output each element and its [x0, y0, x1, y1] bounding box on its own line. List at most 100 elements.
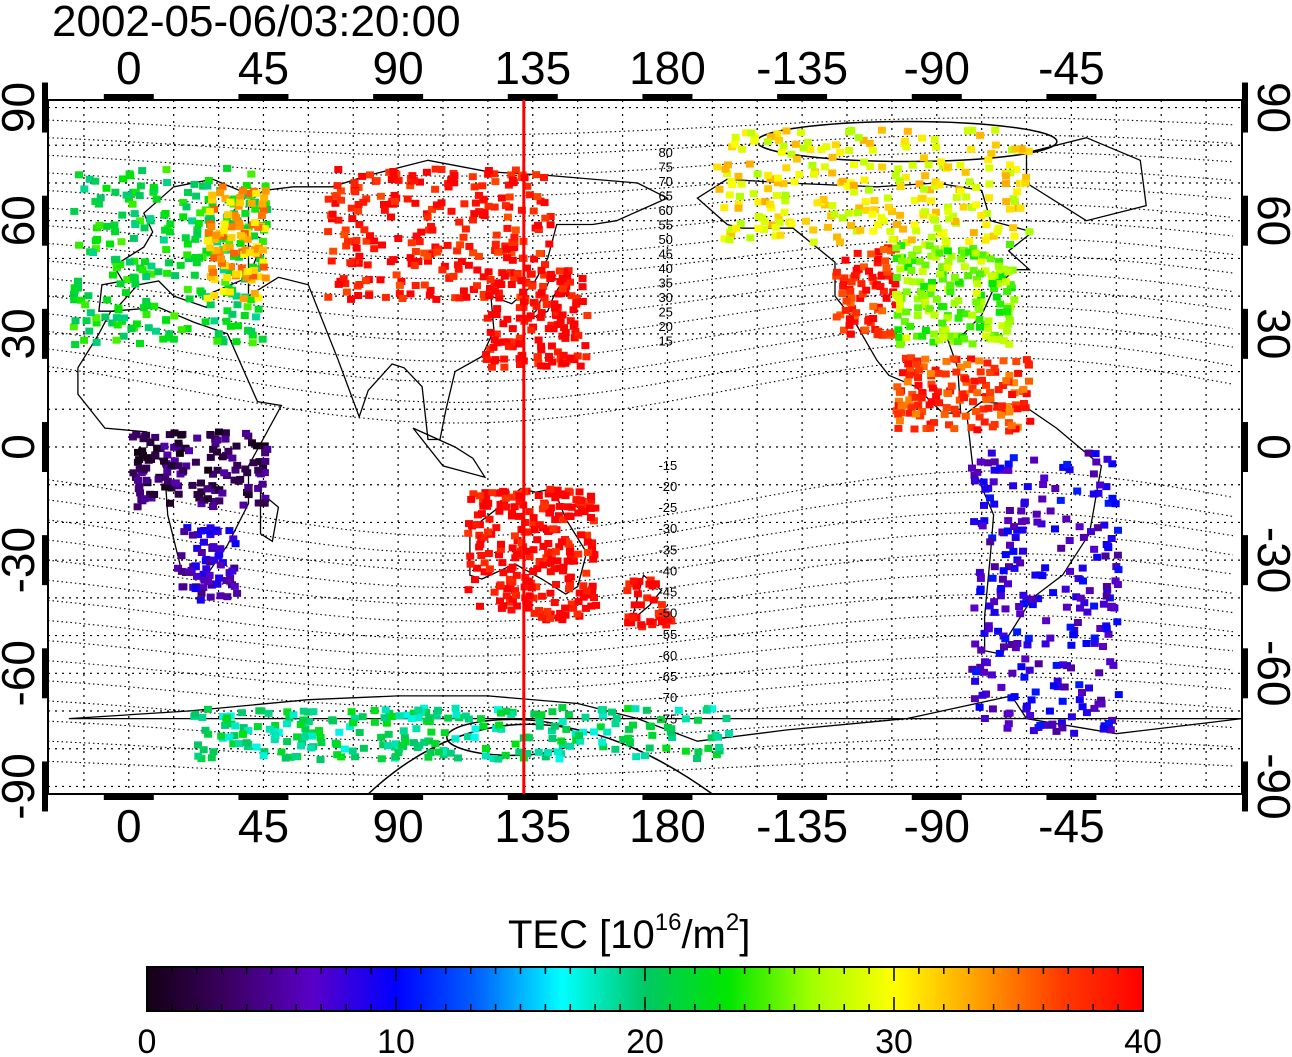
tec-cell: [244, 743, 253, 751]
tec-cell: [935, 181, 944, 189]
tec-cell: [1004, 466, 1013, 474]
tec-cell: [985, 164, 994, 172]
tec-cell: [70, 290, 78, 298]
tec-cell: [984, 156, 993, 164]
tec-cell: [625, 739, 634, 747]
tec-cell: [545, 527, 554, 535]
tec-cell: [334, 216, 343, 224]
tec-cell: [555, 755, 564, 763]
tec-cell: [975, 413, 984, 421]
tec-cell: [80, 185, 89, 193]
tec-cell: [946, 281, 955, 289]
tec-cell: [977, 257, 986, 265]
tec-cell: [629, 577, 638, 585]
tec-cell: [950, 405, 959, 413]
tec-cell: [307, 744, 316, 752]
tec-cell: [428, 226, 437, 234]
tec-cell: [848, 305, 857, 313]
tec-cell: [285, 714, 294, 722]
tec-cell: [991, 368, 1000, 376]
tec-cell: [828, 169, 837, 177]
tec-cell: [1022, 173, 1031, 181]
tec-cell: [847, 222, 855, 230]
tec-cell: [599, 743, 608, 751]
tec-cell: [535, 718, 544, 726]
tec-cell: [1062, 603, 1071, 611]
tec-cell: [162, 316, 171, 324]
tec-cell: [976, 588, 985, 596]
tec-cell: [839, 282, 848, 290]
tec-cell: [135, 465, 144, 473]
tec-cell: [803, 138, 812, 146]
tec-cell: [725, 191, 734, 199]
tec-cell: [578, 283, 587, 291]
tec-cell: [970, 477, 979, 485]
tec-cell: [129, 469, 138, 477]
tec-cell: [860, 263, 868, 271]
tec-cell: [1005, 427, 1014, 435]
tec-cell: [555, 267, 564, 275]
frame-tick-left: [42, 195, 48, 246]
coastline: [412, 427, 487, 479]
tec-cell: [917, 194, 926, 202]
tec-cell: [895, 333, 904, 341]
tec-cell: [929, 338, 938, 346]
tec-cell: [1005, 563, 1013, 571]
tec-cell: [180, 528, 189, 536]
tec-cell: [980, 668, 988, 676]
tec-cell: [144, 324, 153, 332]
frame-tick-right: [1242, 422, 1248, 472]
tec-cell: [84, 292, 93, 300]
tec-cell: [854, 134, 863, 142]
tec-cell: [416, 178, 424, 186]
tec-cell: [541, 753, 550, 761]
tec-cell: [977, 298, 986, 306]
tec-cell: [1010, 232, 1019, 240]
tec-cell: [204, 730, 213, 738]
tec-cell: [540, 174, 548, 181]
tec-cell: [136, 182, 145, 190]
tec-cell: [352, 244, 361, 252]
tec-cell: [563, 272, 572, 280]
tec-cell: [884, 203, 893, 211]
bottom-lon-label: 0: [116, 800, 142, 852]
maglat-contour: [48, 323, 1234, 383]
tec-cell: [341, 226, 350, 234]
tec-cell: [817, 146, 826, 153]
tec-cell: [477, 715, 485, 723]
tec-cell: [427, 728, 436, 736]
tec-cell: [177, 552, 186, 560]
tec-cell: [512, 602, 521, 610]
tec-cell: [243, 469, 252, 477]
tec-cell: [394, 235, 403, 242]
tec-cell: [658, 618, 666, 626]
tec-cell: [838, 177, 847, 185]
maglat-contour: [48, 635, 1234, 674]
tec-cell: [492, 231, 501, 239]
tec-cell: [713, 163, 722, 171]
tec-cell: [780, 208, 789, 216]
tec-cell: [497, 194, 506, 202]
tec-cell: [190, 271, 199, 279]
tec-cell: [1074, 575, 1083, 583]
tec-cell: [942, 404, 951, 411]
tec-cell: [582, 353, 591, 361]
tec-cell: [781, 191, 790, 199]
tec-cell: [506, 269, 515, 277]
tec-cell: [329, 247, 338, 255]
tec-cell: [1087, 528, 1095, 536]
tec-cell: [833, 233, 842, 241]
tec-cell: [1026, 712, 1035, 719]
tec-cell: [754, 198, 763, 206]
tec-cell: [996, 592, 1005, 600]
tec-cell: [225, 527, 234, 535]
tec-cell: [918, 408, 927, 415]
tec-cell: [365, 291, 374, 299]
tec-cell: [611, 745, 620, 753]
tec-cell: [1089, 490, 1098, 498]
tec-cell: [94, 200, 103, 208]
tec-cell: [539, 542, 548, 550]
tec-cell: [147, 262, 156, 270]
tec-cell: [572, 294, 581, 302]
tec-cell: [940, 410, 949, 418]
